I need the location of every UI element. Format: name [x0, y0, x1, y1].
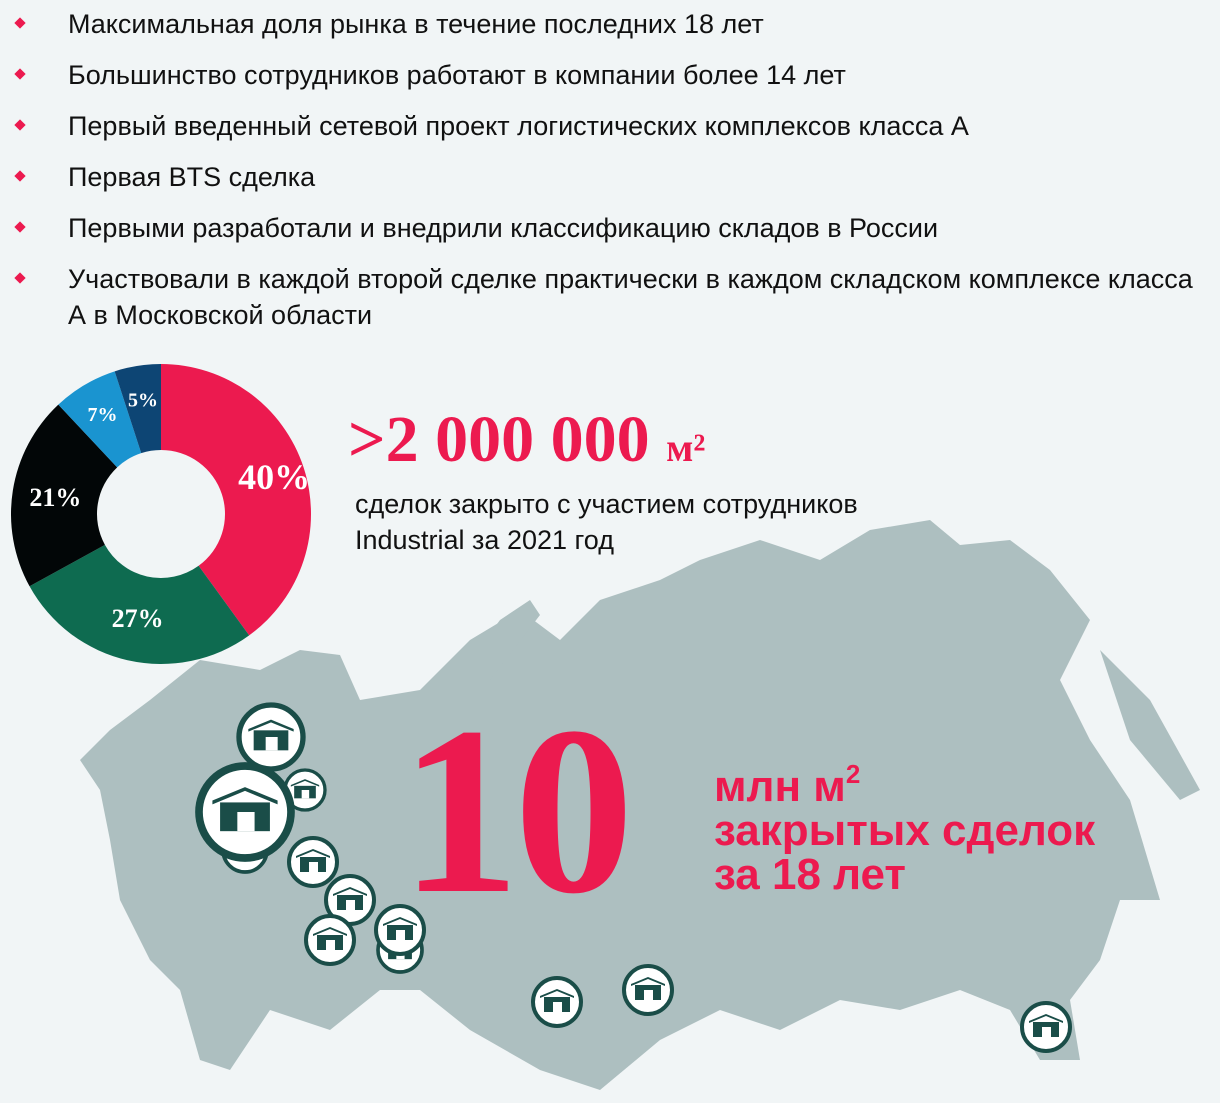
warehouse-marker: [236, 702, 306, 772]
donut-slice: [29, 544, 250, 664]
warehouse-icon: [631, 977, 665, 1000]
donut-slice: [11, 404, 118, 587]
total-stat-value: 10: [400, 677, 634, 943]
warehouse-marker: [622, 964, 674, 1016]
bullet-text: Первый введенный сетевой проект логистич…: [68, 111, 969, 141]
bullet-item: Первая BTS сделка: [14, 159, 316, 195]
total-stat-line2: закрытых сделок: [714, 806, 1096, 855]
bullet-item: Первыми разработали и внедрили классифик…: [14, 210, 939, 246]
area-stat-caption: сделок закрыто с участием сотрудников In…: [355, 489, 858, 555]
donut-slice: [114, 364, 161, 454]
novaya-zemlya: [440, 600, 540, 720]
bullet-text: Первыми разработали и внедрили классифик…: [68, 213, 939, 243]
donut-chart: 40% 27% 21% 7% 5%: [11, 364, 311, 664]
warehouse-marker: [283, 768, 327, 812]
area-stat: >2 000 000 м²: [348, 402, 705, 478]
warehouse-icon: [313, 927, 347, 950]
warehouse-marker: [287, 836, 339, 888]
donut-slice-label: 5%: [128, 389, 158, 411]
donut-slice-label: 21%: [29, 483, 81, 512]
warehouse-icon: [383, 917, 417, 940]
total-stat-line3: за 18 лет: [714, 850, 906, 899]
warehouse-icon: [248, 719, 294, 751]
donut-slice-label: 27%: [112, 604, 164, 633]
bullet-text: Первая BTS сделка: [68, 162, 316, 192]
warehouse-icon: [290, 779, 320, 799]
warehouse-marker: [304, 914, 356, 966]
bullet-item: Большинство сотрудников работают в компа…: [14, 57, 846, 93]
area-stat-unit: м²: [666, 425, 706, 470]
warehouse-marker: [195, 762, 295, 862]
warehouse-icon: [540, 989, 574, 1012]
warehouse-icon: [1029, 1014, 1063, 1037]
donut-slice-label: 40%: [238, 457, 310, 497]
area-stat-value: >2 000 000: [348, 403, 650, 476]
warehouse-icon: [212, 787, 278, 832]
total-stat-unit: млн м: [714, 762, 846, 811]
donut-slice-label: 7%: [87, 404, 117, 426]
bullet-text: Участвовали в каждой второй сделке практ…: [68, 264, 1193, 330]
warehouse-marker: [531, 976, 583, 1028]
bullet-text: Максимальная доля рынка в течение послед…: [68, 9, 764, 39]
warehouse-icon: [296, 849, 330, 872]
warehouse-marker: [374, 904, 426, 956]
warehouse-icon: [333, 887, 367, 910]
bullet-text: Большинство сотрудников работают в компа…: [68, 60, 846, 90]
bullet-item: Первый введенный сетевой проект логистич…: [14, 108, 969, 144]
donut-slice: [161, 364, 311, 636]
total-stat-unit-sup: 2: [845, 759, 861, 789]
bullet-item: Участвовали в каждой второй сделке практ…: [14, 261, 1218, 333]
donut-slice: [58, 371, 142, 468]
sakhalin-kamchatka: [1100, 650, 1200, 800]
warehouse-marker: [1020, 1001, 1072, 1053]
bullet-item: Максимальная доля рынка в течение послед…: [14, 6, 764, 42]
total-stat-label: млн м2 закрытых сделок за 18 лет: [714, 752, 1095, 897]
